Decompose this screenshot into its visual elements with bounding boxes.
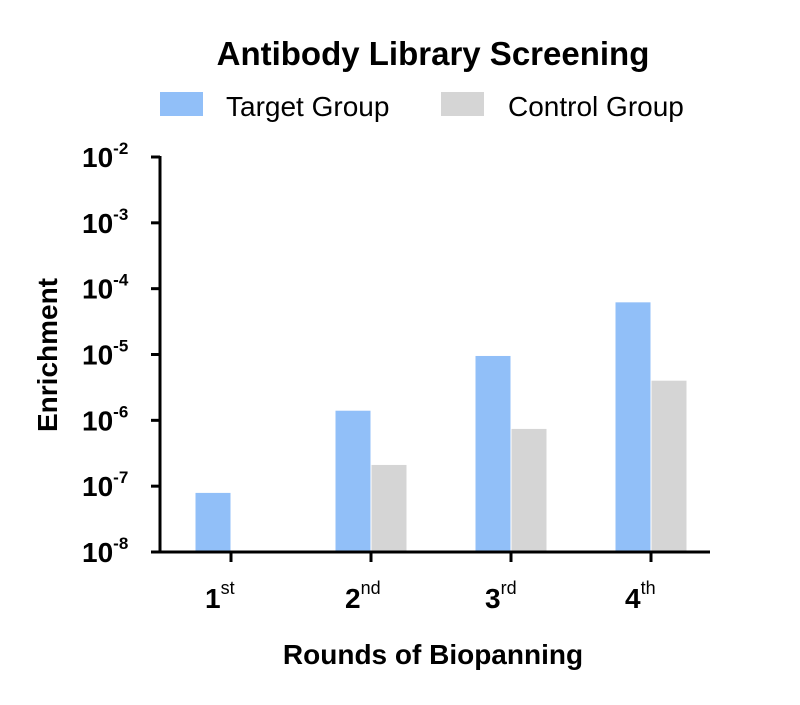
legend-swatch xyxy=(160,92,203,116)
bar-control-group xyxy=(651,380,687,552)
y-axis-ticks: 10-2 10-3 10-4 10-5 10-6 10-7 10-8 xyxy=(82,139,129,568)
x-axis-label: Rounds of Biopanning xyxy=(283,639,583,670)
y-tick-label: 10-4 xyxy=(82,271,129,305)
y-tick-label: 10-8 xyxy=(82,534,128,568)
x-tick-label: 1st xyxy=(205,578,235,614)
chart-title: Antibody Library Screening xyxy=(217,35,650,72)
x-axis-ticks: 1st 2nd 3rd 4th xyxy=(205,578,656,614)
legend-item: Target Group xyxy=(160,91,389,122)
x-tick-label: 4th xyxy=(625,578,656,614)
x-tick-label: 3rd xyxy=(485,578,517,614)
bar-target-group xyxy=(475,355,511,552)
bar-target-group xyxy=(195,492,231,552)
legend-label: Target Group xyxy=(226,91,389,122)
legend: Target Group Control Group xyxy=(160,91,684,122)
y-axis-label: Enrichment xyxy=(32,278,63,432)
legend-item: Control Group xyxy=(441,91,684,122)
legend-swatch xyxy=(441,92,484,116)
y-tick-label: 10-2 xyxy=(82,139,128,173)
bar-control-group xyxy=(371,464,407,552)
bar-control-group xyxy=(511,428,547,552)
bar-target-group xyxy=(615,302,651,552)
y-tick-label: 10-7 xyxy=(82,468,128,502)
y-tick-label: 10-6 xyxy=(82,402,128,436)
axes xyxy=(151,155,710,562)
y-tick-label: 10-3 xyxy=(82,205,128,239)
x-tick-label: 2nd xyxy=(345,578,381,614)
bars xyxy=(195,302,687,552)
legend-label: Control Group xyxy=(508,91,684,122)
bar-target-group xyxy=(335,410,371,552)
y-tick-label: 10-5 xyxy=(82,337,128,371)
